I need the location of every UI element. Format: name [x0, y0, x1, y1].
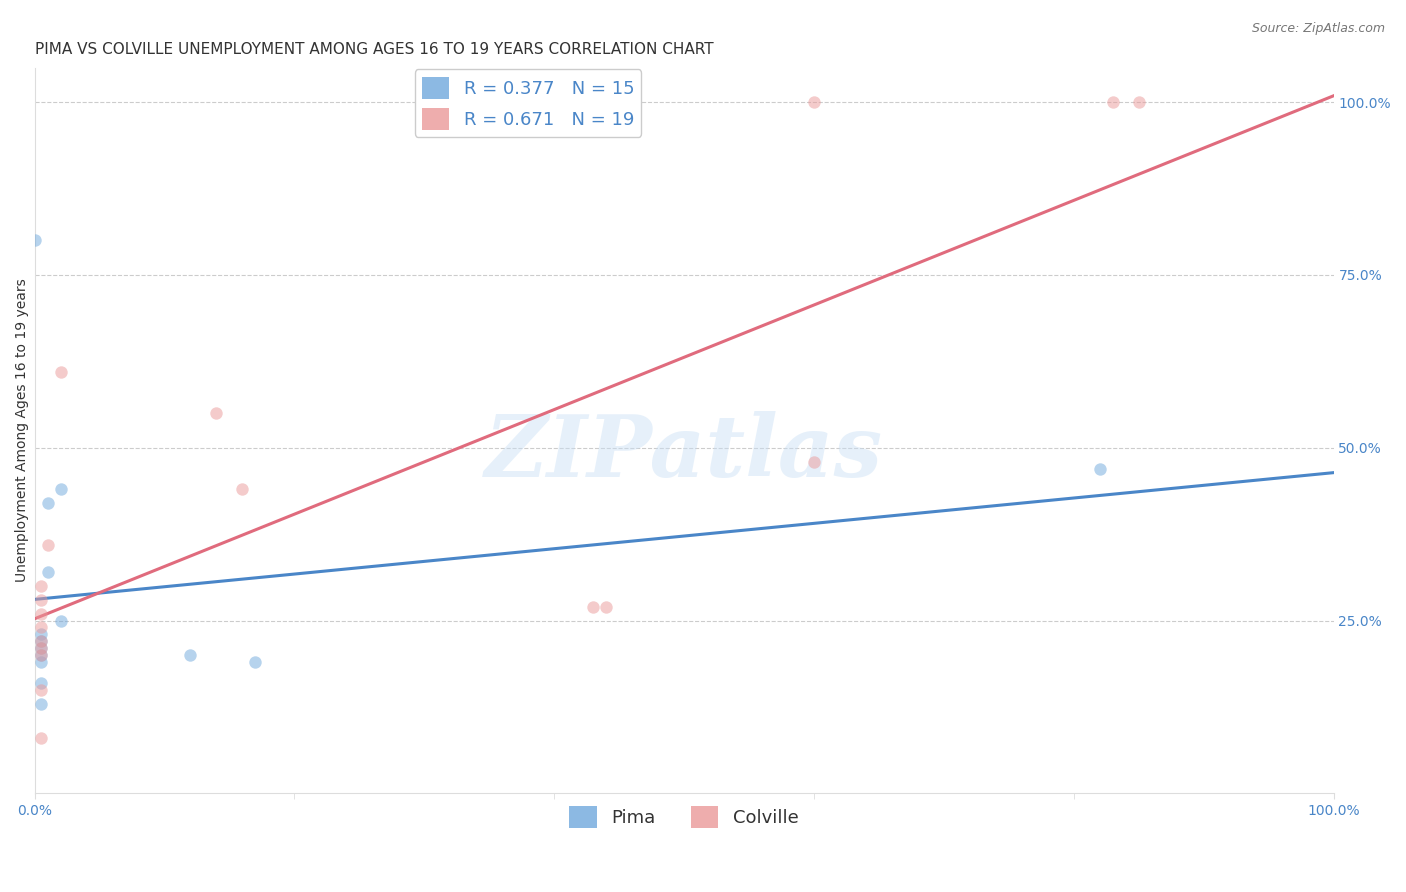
Point: [30, 648, 52, 662]
Point: [30, 675, 52, 690]
Point: [595, 599, 617, 614]
Point: [30, 579, 52, 593]
Point: [30, 682, 52, 697]
Point: [803, 454, 825, 468]
Point: [49, 614, 72, 628]
Point: [245, 655, 267, 669]
Point: [1128, 95, 1150, 110]
Point: [30, 641, 52, 656]
Point: [30, 641, 52, 656]
Point: [30, 655, 52, 669]
Point: [803, 95, 825, 110]
Point: [1101, 95, 1123, 110]
Point: [179, 648, 201, 662]
Point: [582, 599, 605, 614]
Point: [37, 537, 59, 551]
Point: [30, 592, 52, 607]
Point: [30, 607, 52, 621]
Text: ZIPatlas: ZIPatlas: [485, 410, 883, 494]
Point: [24, 234, 46, 248]
Point: [30, 731, 52, 745]
Point: [37, 496, 59, 510]
Point: [49, 482, 72, 496]
Text: PIMA VS COLVILLE UNEMPLOYMENT AMONG AGES 16 TO 19 YEARS CORRELATION CHART: PIMA VS COLVILLE UNEMPLOYMENT AMONG AGES…: [35, 42, 713, 57]
Point: [1088, 461, 1111, 475]
Point: [30, 627, 52, 641]
Point: [49, 365, 72, 379]
Point: [231, 482, 253, 496]
Point: [30, 620, 52, 634]
Point: [30, 634, 52, 648]
Y-axis label: Unemployment Among Ages 16 to 19 years: Unemployment Among Ages 16 to 19 years: [15, 278, 30, 582]
Point: [205, 406, 228, 420]
Legend: Pima, Colville: Pima, Colville: [562, 798, 806, 835]
Point: [30, 634, 52, 648]
Point: [30, 648, 52, 662]
Text: Source: ZipAtlas.com: Source: ZipAtlas.com: [1251, 22, 1385, 36]
Point: [30, 697, 52, 711]
Point: [37, 565, 59, 579]
